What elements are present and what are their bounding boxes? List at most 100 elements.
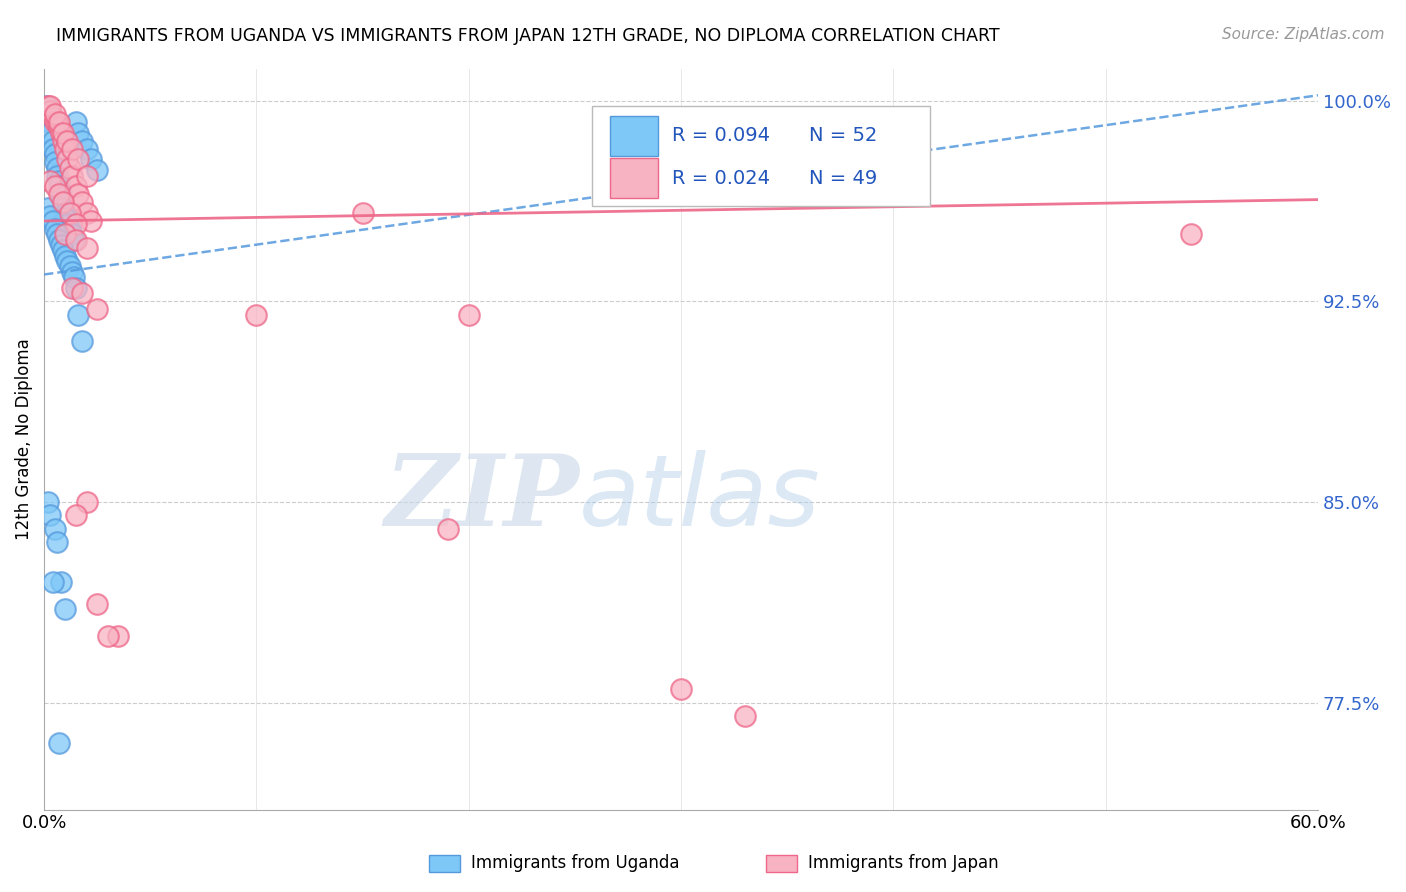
Point — [35, 99, 58, 113]
Point — [39, 174, 62, 188]
Point — [53, 142, 76, 156]
Point — [39, 115, 62, 129]
Point — [53, 206, 76, 220]
Point — [60, 142, 83, 156]
Text: R = 0.094: R = 0.094 — [672, 127, 770, 145]
Point — [80, 153, 103, 167]
Point — [53, 211, 76, 226]
Point — [44, 107, 66, 121]
Point — [245, 308, 267, 322]
Point — [52, 195, 75, 210]
Point — [48, 115, 70, 129]
Point — [41, 110, 63, 124]
Point — [65, 281, 87, 295]
Point — [49, 185, 72, 199]
Point — [65, 233, 87, 247]
Point — [65, 217, 87, 231]
Point — [669, 682, 692, 697]
Point — [53, 249, 76, 263]
Point — [48, 736, 70, 750]
FancyBboxPatch shape — [592, 105, 929, 206]
Point — [58, 222, 80, 236]
Point — [60, 281, 83, 295]
Point — [44, 147, 66, 161]
Point — [65, 179, 87, 194]
Point — [39, 508, 62, 523]
Point — [97, 629, 120, 643]
Point — [48, 233, 70, 247]
Point — [49, 126, 72, 140]
Point — [58, 260, 80, 274]
Point — [52, 244, 75, 258]
Point — [48, 187, 70, 202]
Text: Immigrants from Uganda: Immigrants from Uganda — [471, 855, 679, 872]
Point — [39, 126, 62, 140]
Point — [41, 134, 63, 148]
Point — [67, 308, 90, 322]
Point — [1180, 227, 1202, 242]
Point — [52, 134, 75, 148]
Point — [52, 126, 75, 140]
Point — [44, 155, 66, 169]
Text: Immigrants from Japan: Immigrants from Japan — [808, 855, 1000, 872]
Point — [80, 214, 103, 228]
Point — [49, 238, 72, 252]
Point — [67, 126, 90, 140]
Point — [86, 163, 108, 178]
Point — [41, 142, 63, 156]
Point — [41, 575, 63, 590]
Point — [76, 142, 98, 156]
Point — [49, 190, 72, 204]
Text: atlas: atlas — [579, 450, 821, 547]
Text: IMMIGRANTS FROM UGANDA VS IMMIGRANTS FROM JAPAN 12TH GRADE, NO DIPLOMA CORRELATI: IMMIGRANTS FROM UGANDA VS IMMIGRANTS FRO… — [56, 27, 1000, 45]
Point — [39, 209, 62, 223]
Point — [45, 535, 67, 549]
Point — [39, 104, 62, 119]
Point — [45, 227, 67, 242]
Point — [72, 134, 94, 148]
Point — [56, 217, 79, 231]
Point — [76, 206, 98, 220]
Point — [44, 179, 66, 194]
Point — [49, 575, 72, 590]
FancyBboxPatch shape — [610, 116, 658, 156]
Point — [45, 115, 67, 129]
Point — [76, 169, 98, 183]
Point — [60, 169, 83, 183]
Y-axis label: 12th Grade, No Diploma: 12th Grade, No Diploma — [15, 338, 32, 540]
Point — [67, 187, 90, 202]
FancyBboxPatch shape — [610, 158, 658, 198]
Text: ZIP: ZIP — [384, 450, 579, 547]
Point — [39, 99, 62, 113]
Point — [53, 227, 76, 242]
Point — [41, 214, 63, 228]
Point — [48, 120, 70, 135]
Point — [65, 508, 87, 523]
Point — [457, 308, 479, 322]
Point — [60, 227, 83, 242]
Point — [60, 265, 83, 279]
Point — [37, 495, 59, 509]
Text: N = 49: N = 49 — [808, 169, 877, 187]
Point — [86, 597, 108, 611]
Point — [72, 334, 94, 349]
Point — [45, 169, 67, 183]
Text: Source: ZipAtlas.com: Source: ZipAtlas.com — [1222, 27, 1385, 42]
Point — [58, 206, 80, 220]
Point — [56, 134, 79, 148]
Point — [37, 99, 59, 113]
Point — [52, 195, 75, 210]
Point — [44, 115, 66, 129]
Point — [352, 206, 374, 220]
Point — [107, 629, 129, 643]
Point — [45, 161, 67, 175]
Point — [37, 107, 59, 121]
Point — [734, 709, 756, 723]
Point — [37, 201, 59, 215]
Point — [63, 233, 86, 247]
Point — [63, 270, 86, 285]
Point — [72, 195, 94, 210]
Point — [72, 286, 94, 301]
Point — [52, 201, 75, 215]
Point — [436, 522, 458, 536]
